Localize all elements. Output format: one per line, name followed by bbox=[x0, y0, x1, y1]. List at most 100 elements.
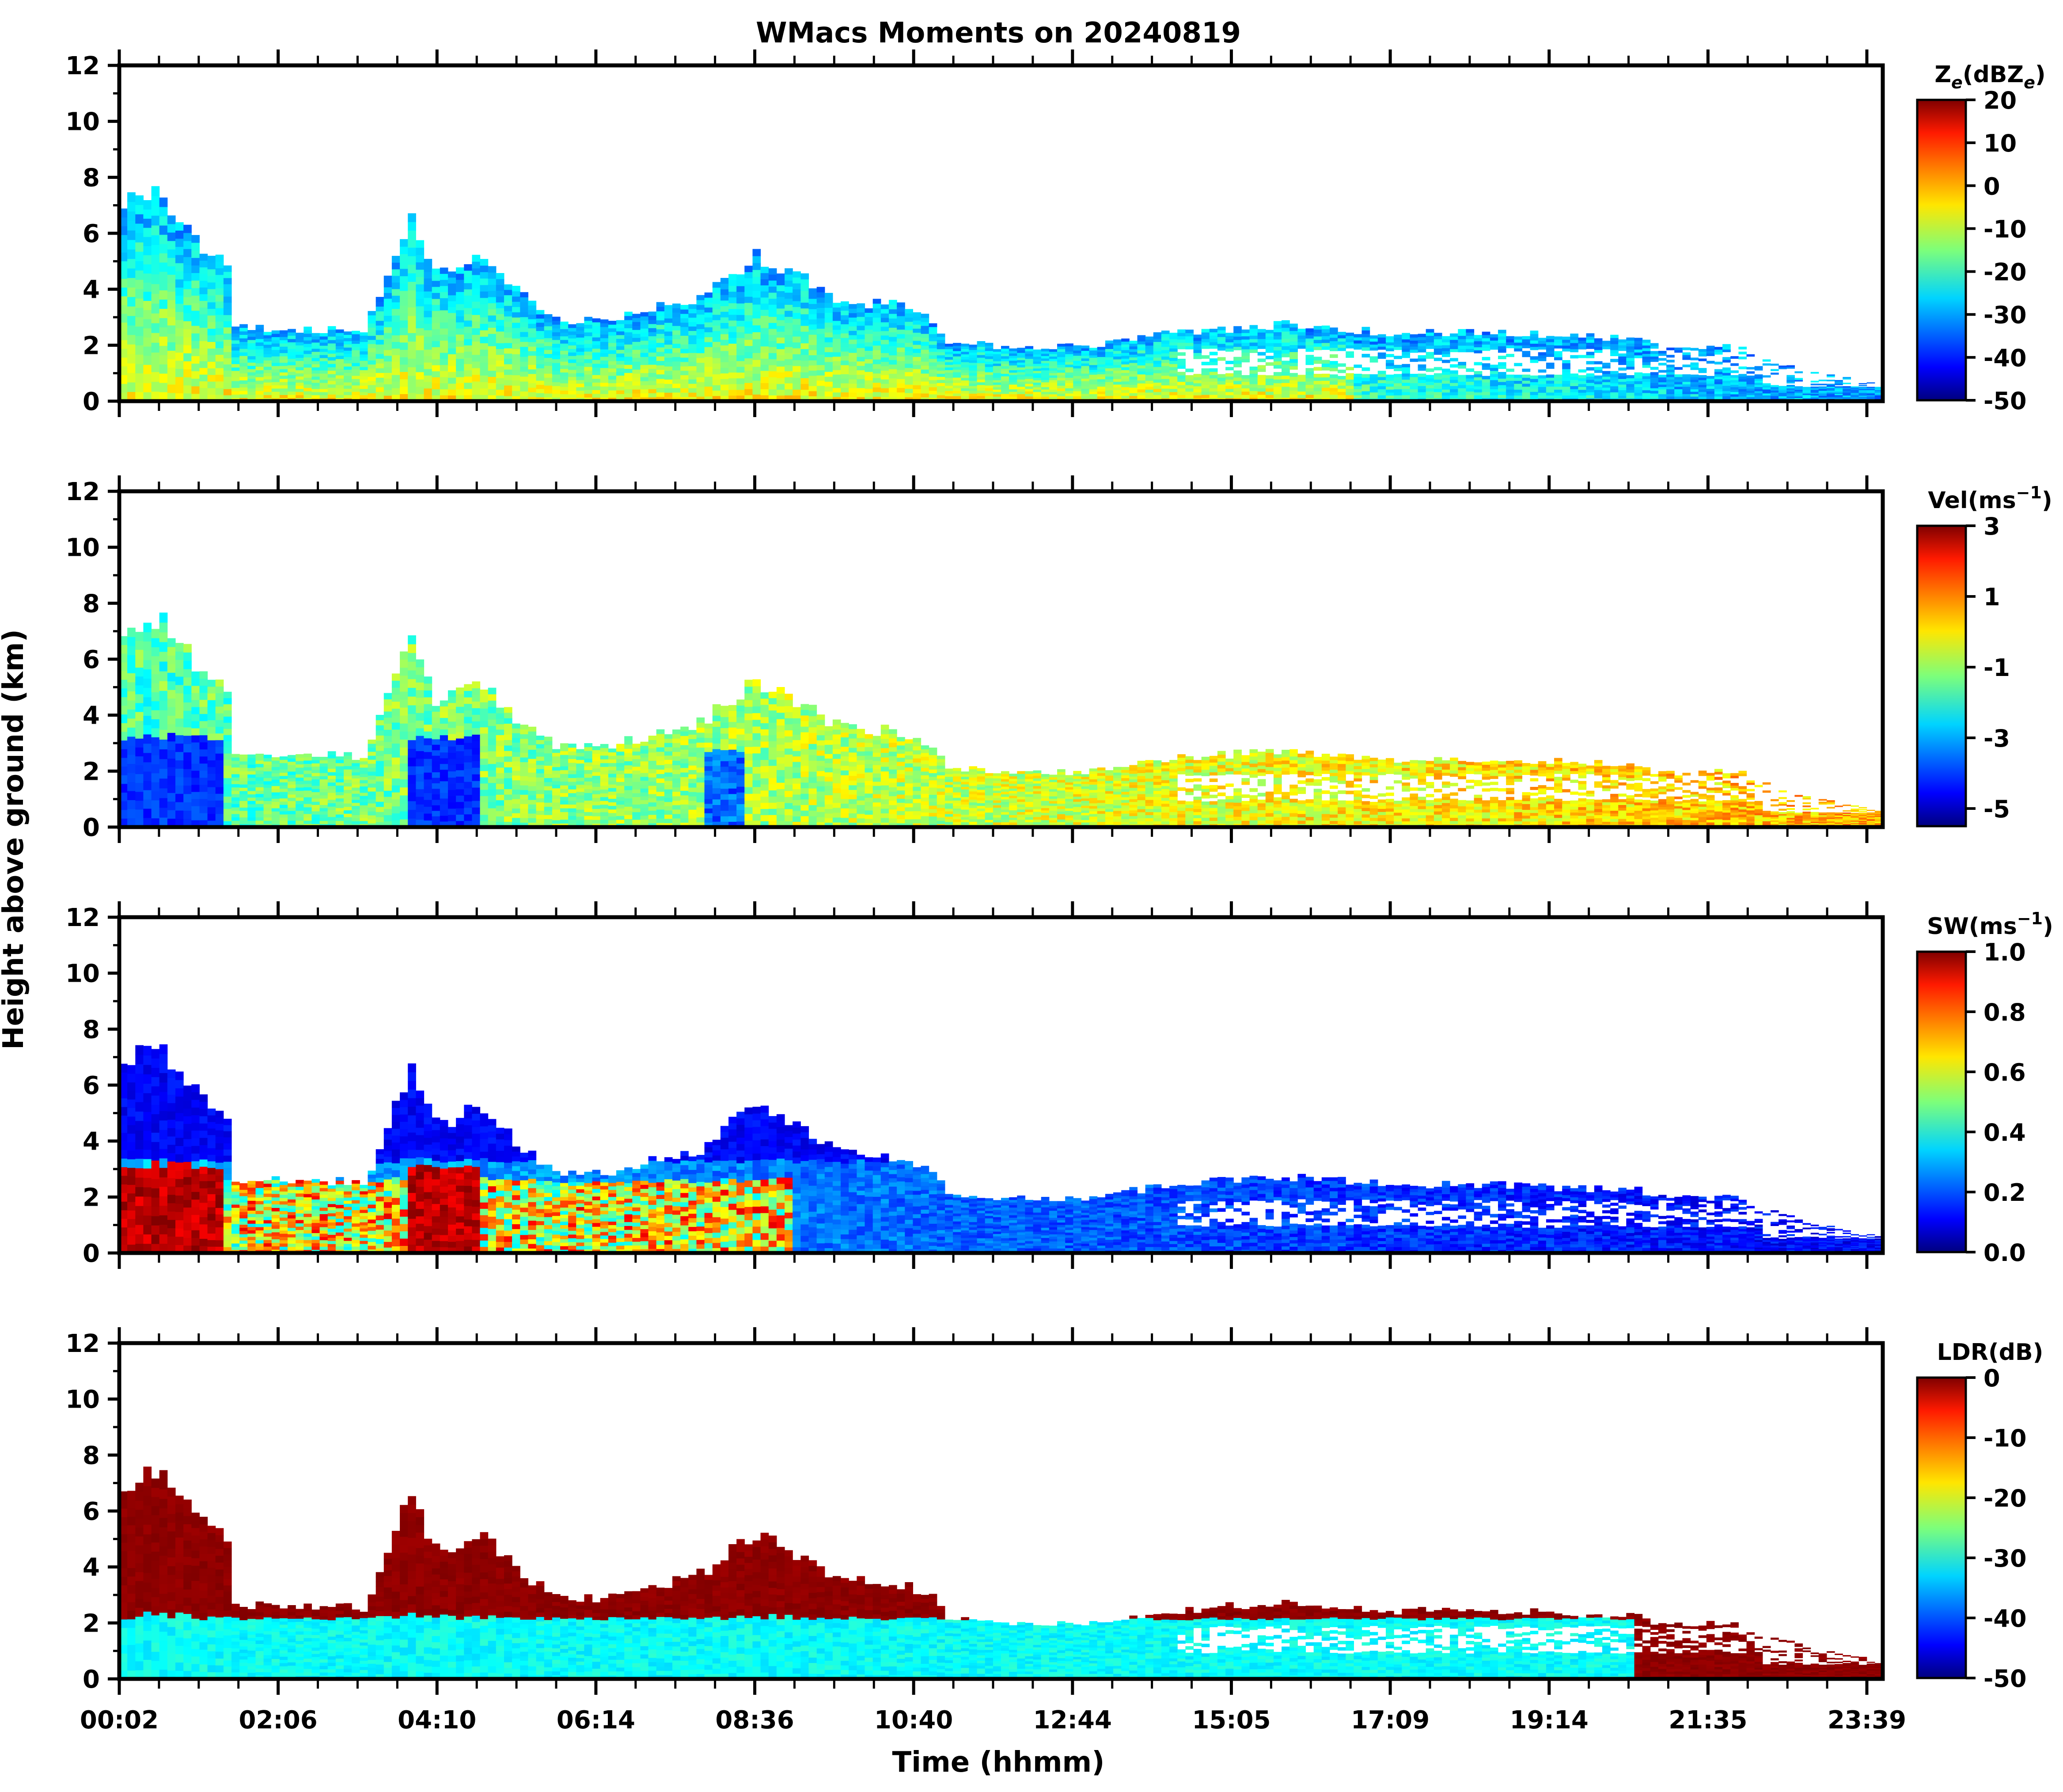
heatmap-cell bbox=[576, 348, 584, 352]
heatmap-cell bbox=[1057, 357, 1066, 360]
heatmap-cell bbox=[216, 281, 224, 289]
heatmap-cell bbox=[159, 327, 168, 337]
heatmap-cell bbox=[736, 292, 745, 298]
heatmap-cell bbox=[200, 374, 208, 381]
heatmap-cell bbox=[528, 383, 536, 388]
heatmap-cell bbox=[921, 349, 929, 354]
heatmap-cell bbox=[688, 392, 697, 397]
heatmap-cell bbox=[608, 335, 617, 339]
heatmap-cell bbox=[1370, 347, 1378, 350]
heatmap-cell bbox=[1113, 384, 1122, 387]
heatmap-cell bbox=[1282, 353, 1290, 357]
heatmap-cell bbox=[632, 322, 641, 326]
heatmap-cell bbox=[728, 390, 737, 396]
heatmap-cell bbox=[1009, 368, 1017, 370]
heatmap-cell bbox=[1297, 329, 1306, 332]
heatmap-cell bbox=[1282, 394, 1290, 398]
heatmap-cell bbox=[857, 317, 865, 322]
heatmap-cell bbox=[825, 318, 833, 323]
heatmap-cell bbox=[528, 356, 536, 361]
heatmap-cell bbox=[1306, 335, 1314, 338]
heatmap-cell bbox=[320, 386, 328, 389]
heatmap-cell bbox=[143, 292, 152, 301]
heatmap-cell bbox=[961, 370, 969, 373]
heatmap-cell bbox=[1217, 384, 1226, 388]
heatmap-cell bbox=[769, 377, 777, 383]
heatmap-cell bbox=[191, 333, 200, 341]
heatmap-cell bbox=[424, 298, 432, 304]
heatmap-cell bbox=[544, 373, 553, 378]
heatmap-cell bbox=[328, 350, 336, 353]
heatmap-cell bbox=[1274, 325, 1282, 329]
heatmap-cell bbox=[544, 354, 553, 358]
heatmap-cell bbox=[360, 370, 368, 373]
heatmap-cell bbox=[191, 326, 200, 334]
heatmap-cell bbox=[1225, 345, 1234, 349]
heatmap-cell bbox=[320, 333, 328, 337]
heatmap-cell bbox=[744, 383, 753, 389]
heatmap-cell bbox=[1386, 380, 1394, 383]
heatmap-cell bbox=[977, 385, 986, 388]
heatmap-cell bbox=[1138, 359, 1146, 362]
heatmap-cell bbox=[849, 366, 857, 371]
heatmap-cell bbox=[1394, 334, 1402, 338]
heatmap-cell bbox=[536, 352, 545, 356]
heatmap-cell bbox=[1233, 374, 1242, 377]
heatmap-cell bbox=[288, 339, 296, 342]
heatmap-cell bbox=[841, 342, 849, 347]
heatmap-cell bbox=[1105, 382, 1114, 385]
heatmap-cell bbox=[560, 343, 569, 347]
heatmap-cell bbox=[1169, 395, 1178, 399]
heatmap-cell bbox=[1297, 388, 1306, 391]
heatmap-cell bbox=[632, 342, 641, 346]
heatmap-cell bbox=[937, 334, 945, 337]
heatmap-cell bbox=[785, 365, 793, 371]
heatmap-cell bbox=[777, 320, 785, 326]
heatmap-cell bbox=[721, 368, 729, 373]
heatmap-cell bbox=[224, 389, 232, 395]
heatmap-cell bbox=[504, 391, 512, 396]
heatmap-cell bbox=[1025, 389, 1033, 391]
heatmap-cell bbox=[175, 344, 184, 353]
heatmap-cell bbox=[1322, 332, 1330, 336]
heatmap-cell bbox=[1362, 340, 1370, 344]
heatmap-cell bbox=[697, 377, 705, 382]
heatmap-cell bbox=[632, 389, 641, 394]
heatmap-cell bbox=[929, 341, 937, 345]
heatmap-cell bbox=[352, 388, 360, 392]
heatmap-cell bbox=[239, 359, 248, 363]
heatmap-cell bbox=[1138, 383, 1146, 386]
heatmap-cell bbox=[1194, 341, 1202, 344]
heatmap-cell bbox=[1297, 391, 1306, 395]
heatmap-cell bbox=[328, 333, 336, 337]
heatmap-cell bbox=[672, 361, 681, 366]
heatmap-cell bbox=[544, 318, 553, 323]
heatmap-cell bbox=[648, 377, 657, 381]
heatmap-cell bbox=[921, 334, 929, 338]
heatmap-cell bbox=[1138, 338, 1146, 341]
heatmap-cell bbox=[777, 338, 785, 344]
heatmap-cell bbox=[1081, 376, 1090, 379]
heatmap-cell bbox=[344, 363, 352, 367]
heatmap-cell bbox=[224, 278, 232, 285]
heatmap-cell bbox=[239, 387, 248, 391]
heatmap-cell bbox=[1410, 334, 1418, 338]
heatmap-cell bbox=[183, 225, 192, 233]
heatmap-cell bbox=[897, 325, 905, 330]
heatmap-cell bbox=[1346, 383, 1354, 386]
heatmap-cell bbox=[769, 347, 777, 353]
heatmap-cell bbox=[1153, 348, 1162, 352]
heatmap-cell bbox=[1105, 363, 1114, 366]
heatmap-cell bbox=[777, 285, 785, 291]
heatmap-cell bbox=[993, 382, 1001, 385]
heatmap-cell bbox=[512, 349, 520, 354]
heatmap-cell bbox=[1458, 385, 1466, 388]
heatmap-cell bbox=[256, 367, 264, 371]
heatmap-cell bbox=[624, 336, 633, 341]
heatmap-cell bbox=[312, 342, 320, 346]
heatmap-cell bbox=[1458, 388, 1466, 391]
heatmap-cell bbox=[1041, 353, 1050, 356]
heatmap-cell bbox=[761, 371, 769, 377]
heatmap-cell bbox=[280, 369, 288, 372]
heatmap-cell bbox=[1169, 367, 1178, 371]
